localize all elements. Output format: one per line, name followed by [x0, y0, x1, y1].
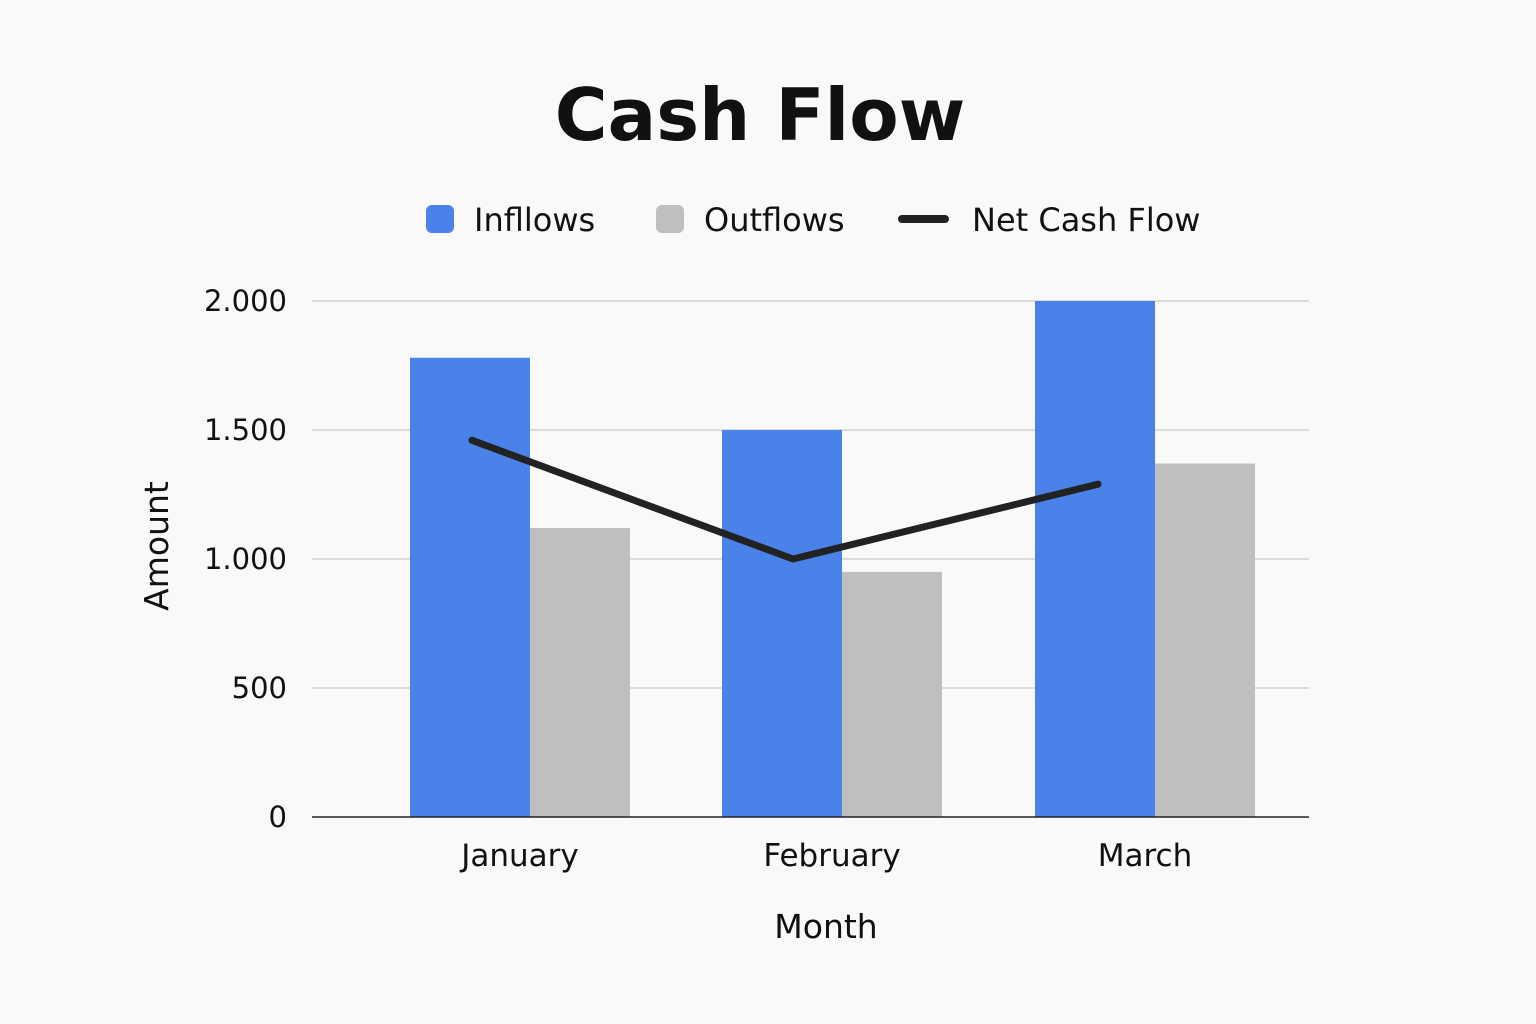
legend-swatch-outflows	[656, 205, 684, 233]
bar-inflows-february	[722, 430, 842, 817]
legend-label-inflows: Infllows	[474, 201, 595, 239]
y-tick-label: 0	[269, 800, 287, 834]
y-axis-title: Amount	[137, 481, 176, 611]
x-axis-ticks: January February March	[459, 838, 1192, 874]
legend-label-net-cash-flow: Net Cash Flow	[972, 201, 1200, 239]
net-cash-flow-point-january	[468, 436, 476, 444]
net-cash-flow-series	[468, 436, 1102, 563]
legend-swatch-inflows	[426, 205, 454, 233]
chart-title: Cash Flow	[555, 73, 965, 157]
x-tick-label-january: January	[459, 838, 579, 874]
y-tick-label: 500	[232, 671, 287, 705]
bar-inflows-january	[410, 357, 530, 817]
y-tick-label: 1.000	[204, 542, 287, 576]
bars	[410, 301, 1255, 817]
legend: Infllows Outflows Net Cash Flow	[426, 201, 1200, 239]
bar-inflows-march	[1035, 301, 1155, 817]
y-axis-ticks: 0 500 1.000 1.500 2.000	[204, 284, 287, 834]
net-cash-flow-point-march	[1094, 480, 1102, 488]
bar-outflows-february	[842, 571, 942, 817]
legend-label-outflows: Outflows	[704, 201, 845, 239]
y-tick-label: 2.000	[204, 284, 287, 318]
x-axis-title: Month	[774, 907, 877, 946]
x-tick-label-march: March	[1098, 838, 1193, 874]
net-cash-flow-point-february	[789, 555, 797, 563]
y-tick-label: 1.500	[204, 413, 287, 447]
bar-outflows-january	[530, 528, 630, 817]
bar-outflows-march	[1155, 463, 1255, 817]
x-tick-label-february: February	[763, 838, 900, 874]
